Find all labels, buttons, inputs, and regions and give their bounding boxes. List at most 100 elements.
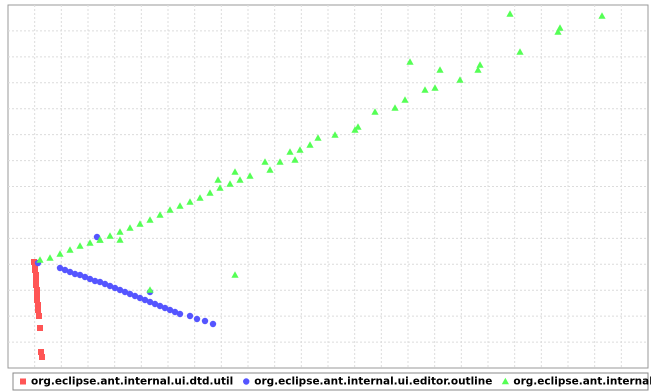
point bbox=[306, 141, 314, 148]
point bbox=[161, 304, 169, 312]
point bbox=[38, 349, 44, 355]
legend-items: org.eclipse.ant.internal.ui.dtd.util org.… bbox=[20, 376, 651, 388]
point bbox=[556, 24, 564, 31]
point bbox=[156, 211, 164, 218]
point bbox=[106, 232, 114, 239]
point bbox=[36, 313, 42, 319]
point bbox=[146, 216, 154, 223]
point bbox=[554, 28, 562, 35]
point bbox=[116, 228, 124, 235]
point bbox=[61, 266, 69, 274]
point bbox=[266, 166, 274, 173]
point bbox=[34, 292, 40, 298]
point bbox=[66, 268, 74, 276]
point bbox=[476, 61, 484, 68]
point bbox=[231, 271, 239, 278]
marks bbox=[31, 10, 606, 360]
point bbox=[214, 176, 222, 183]
point bbox=[406, 58, 414, 65]
point bbox=[331, 131, 339, 138]
point bbox=[33, 272, 39, 278]
point bbox=[71, 270, 79, 278]
point bbox=[291, 156, 299, 163]
point bbox=[146, 298, 154, 306]
point bbox=[116, 286, 124, 294]
point bbox=[32, 263, 38, 269]
point bbox=[34, 297, 40, 303]
point bbox=[598, 12, 606, 19]
point bbox=[146, 286, 154, 293]
legend-label: org.eclipse.ant.internal.ui.dtd.util bbox=[31, 376, 233, 388]
legend bbox=[12, 372, 649, 391]
point bbox=[141, 296, 149, 304]
point bbox=[126, 224, 134, 231]
point bbox=[126, 290, 134, 298]
point bbox=[506, 10, 514, 17]
point bbox=[56, 250, 64, 257]
point bbox=[33, 277, 39, 283]
point bbox=[431, 84, 439, 91]
point bbox=[176, 310, 184, 318]
point bbox=[37, 325, 43, 331]
point bbox=[36, 256, 44, 263]
point bbox=[86, 275, 94, 283]
point bbox=[401, 96, 409, 103]
point bbox=[236, 176, 244, 183]
grid bbox=[8, 5, 648, 368]
point bbox=[246, 172, 254, 179]
point bbox=[121, 288, 129, 296]
point bbox=[39, 354, 45, 360]
point bbox=[156, 302, 164, 310]
point bbox=[206, 189, 214, 196]
point bbox=[111, 284, 119, 292]
point bbox=[474, 66, 482, 73]
point bbox=[371, 108, 379, 115]
point bbox=[196, 194, 204, 201]
point bbox=[136, 220, 144, 227]
point bbox=[354, 123, 362, 130]
legend-marker bbox=[501, 377, 509, 385]
point bbox=[391, 104, 399, 111]
point bbox=[261, 158, 269, 165]
point bbox=[314, 134, 322, 141]
point bbox=[276, 158, 284, 165]
point bbox=[209, 320, 217, 328]
point bbox=[296, 146, 304, 153]
point bbox=[216, 184, 224, 191]
point bbox=[193, 315, 201, 323]
legend-marker bbox=[243, 378, 250, 385]
point bbox=[421, 86, 429, 93]
point bbox=[93, 233, 101, 241]
point bbox=[136, 294, 144, 302]
point bbox=[286, 148, 294, 155]
point bbox=[34, 287, 40, 293]
point bbox=[226, 180, 234, 187]
point bbox=[31, 259, 37, 265]
point bbox=[81, 273, 89, 281]
point bbox=[456, 76, 464, 83]
point bbox=[46, 254, 54, 261]
legend-label: org.eclipse.ant.internal.ui.editor.outli… bbox=[254, 376, 492, 388]
point bbox=[186, 312, 194, 320]
point bbox=[166, 306, 174, 314]
point bbox=[131, 292, 139, 300]
point bbox=[66, 246, 74, 253]
point bbox=[35, 302, 41, 308]
point bbox=[33, 282, 39, 288]
point bbox=[35, 307, 41, 313]
point bbox=[176, 202, 184, 209]
point bbox=[186, 198, 194, 205]
point bbox=[171, 308, 179, 316]
point bbox=[96, 236, 104, 243]
point bbox=[32, 267, 38, 273]
point bbox=[516, 48, 524, 55]
point bbox=[76, 242, 84, 249]
point bbox=[201, 317, 209, 325]
point bbox=[116, 236, 124, 243]
point bbox=[101, 280, 109, 288]
point bbox=[151, 300, 159, 308]
point bbox=[91, 277, 99, 285]
point bbox=[86, 239, 94, 246]
